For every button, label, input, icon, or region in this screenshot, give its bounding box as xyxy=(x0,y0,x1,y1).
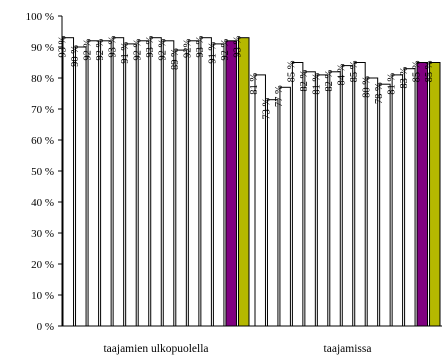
y-tick-label: 70 % xyxy=(31,104,54,116)
group-labels: taajamien ulkopuolella taajamissa xyxy=(103,343,371,355)
bar xyxy=(112,37,125,327)
bar xyxy=(404,68,416,327)
chart-bars xyxy=(62,37,441,327)
y-tick-label: 50 % xyxy=(31,166,54,178)
y-tick-label: 20 % xyxy=(31,259,54,271)
bar xyxy=(279,86,291,327)
bar xyxy=(354,62,366,327)
bar xyxy=(391,74,404,327)
value-label: 82 % xyxy=(324,70,335,92)
value-label: 92 % xyxy=(220,39,231,61)
bar xyxy=(200,37,212,327)
value-label: 83 % xyxy=(399,66,410,88)
value-label: 91 % xyxy=(120,42,131,64)
y-tick-label: 10 % xyxy=(31,290,54,302)
bar xyxy=(62,37,75,327)
value-label: 85 % xyxy=(411,60,422,82)
bar xyxy=(316,74,329,327)
bar xyxy=(175,49,187,327)
y-tick-label: 40 % xyxy=(31,197,54,209)
bar xyxy=(125,43,137,327)
value-label: 93 % xyxy=(195,35,206,57)
value-label: 93 % xyxy=(57,35,68,57)
value-label: 81 % xyxy=(312,73,323,95)
value-label: 93 % xyxy=(107,35,118,57)
bar xyxy=(75,46,87,327)
value-labels: 93 % 90 % 92 % 92 % 93 % 91 % 92 % 93 % 92 % 89 %… xyxy=(57,35,435,119)
bar xyxy=(341,65,354,327)
value-label: 93 % xyxy=(145,35,156,57)
bar xyxy=(237,37,250,327)
bar xyxy=(162,40,175,327)
bar xyxy=(329,71,341,327)
bar xyxy=(87,40,100,327)
value-label: 92 % xyxy=(132,39,143,61)
bar xyxy=(266,99,279,327)
bar xyxy=(416,62,429,327)
value-label: 89 % xyxy=(170,48,181,70)
group-label: taajamien ulkopuolella xyxy=(103,343,208,355)
value-label: 92% xyxy=(183,39,194,59)
y-tick-label: 90 % xyxy=(31,42,54,54)
bar xyxy=(291,62,304,327)
value-label: 80 % xyxy=(361,76,372,98)
bar xyxy=(150,37,162,327)
value-label: 73 % xyxy=(262,97,273,119)
bar xyxy=(366,77,379,327)
y-axis-ticks: 0 % 10 % 20 % 30 % 40 % 50 % 60 % 70 % 80 % 90 % 1… xyxy=(26,11,62,333)
value-label: 85 % xyxy=(287,60,298,82)
y-tick-label: 80 % xyxy=(31,73,54,85)
value-label: 85 % xyxy=(349,60,360,82)
value-label: 93 % xyxy=(233,35,244,57)
y-tick-label: 0 % xyxy=(37,321,54,333)
bar xyxy=(187,40,200,327)
group-label: taajamissa xyxy=(324,343,372,355)
bar xyxy=(225,40,237,327)
value-label: 85 % xyxy=(424,60,435,82)
bar xyxy=(100,40,112,327)
y-tick-label: 30 % xyxy=(31,228,54,240)
bar xyxy=(429,62,441,327)
bar xyxy=(212,43,225,327)
y-tick-label: 60 % xyxy=(31,135,54,147)
value-label: 92 % xyxy=(82,39,93,61)
value-label: 92 % xyxy=(158,39,169,61)
value-label: 82 % xyxy=(299,70,310,92)
bar xyxy=(379,83,391,327)
bar xyxy=(304,71,316,327)
value-label: 84 % xyxy=(337,63,348,85)
value-label: 91 % xyxy=(208,42,219,64)
bar xyxy=(137,40,150,327)
value-label: 77 % xyxy=(274,85,285,107)
y-tick-label: 100 % xyxy=(26,11,54,23)
value-label: 92 % xyxy=(95,39,106,61)
bar xyxy=(254,74,266,327)
value-label: 90 % xyxy=(70,45,81,67)
value-label: 78 % xyxy=(374,82,385,104)
value-label: 81 % xyxy=(386,73,397,95)
value-label: 81 % xyxy=(249,73,260,95)
